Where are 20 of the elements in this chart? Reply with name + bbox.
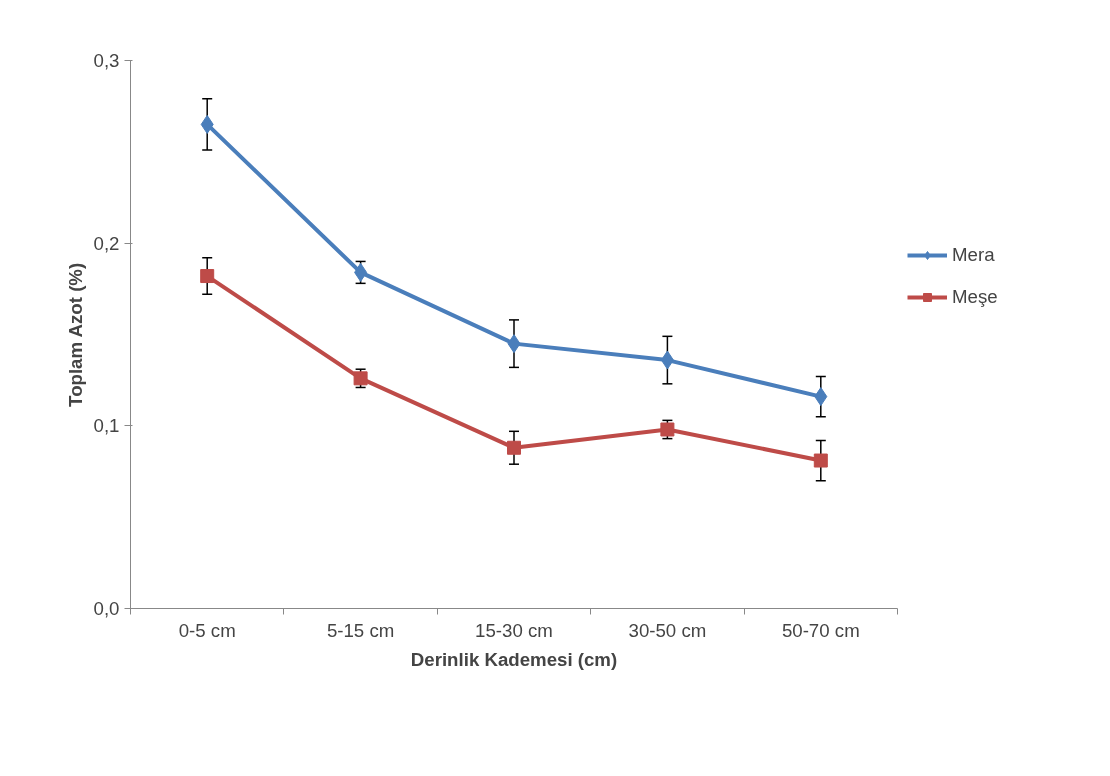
x-axis-title: Derinlik Kademesi (cm) xyxy=(410,648,618,670)
y-tick-label: 0,0 xyxy=(93,598,120,619)
y-tick-label: 0,3 xyxy=(93,50,120,71)
point xyxy=(813,453,828,468)
x-tick-label: 15-30 cm xyxy=(475,619,553,641)
x-tick-label: 0-5 cm xyxy=(178,619,236,641)
point xyxy=(200,114,214,134)
y-tick-label: 0,1 xyxy=(93,415,120,437)
point xyxy=(814,387,828,407)
y-axis-title: Toplam Azot (%) xyxy=(64,262,86,407)
point xyxy=(660,350,674,370)
point xyxy=(507,440,521,455)
point xyxy=(507,334,521,354)
point xyxy=(200,269,215,284)
x-tick-label: 5-15 cm xyxy=(326,619,395,641)
x-tick-label: 50-70 cm xyxy=(781,619,860,641)
legend-label: Meşe xyxy=(952,286,998,308)
legend-label: Mera xyxy=(952,244,995,266)
y-tick-label: 0,2 xyxy=(93,232,120,254)
x-tick-label: 30-50 cm xyxy=(628,619,707,641)
